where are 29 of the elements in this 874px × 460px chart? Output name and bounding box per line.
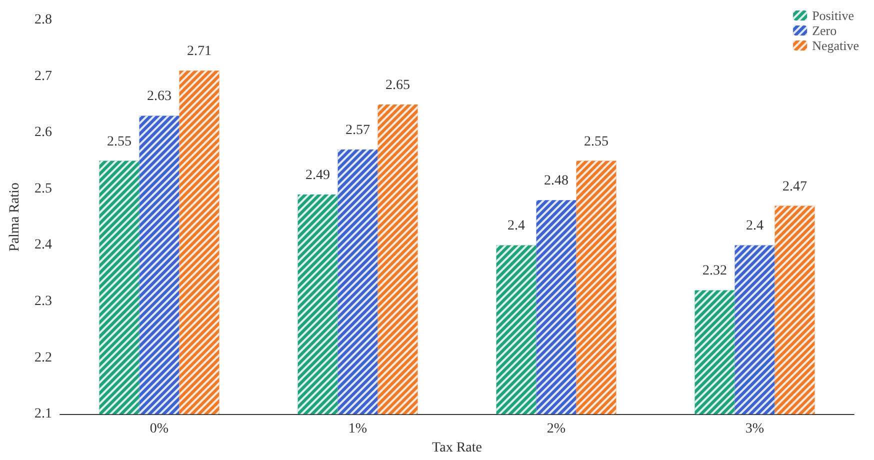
y-tick-label: 2.4 (34, 238, 52, 253)
data-label: 2.57 (346, 122, 370, 138)
y-tick-label: 2.2 (34, 350, 52, 366)
y-tick-label: 2.5 (34, 181, 52, 196)
data-label: 2.47 (782, 179, 807, 194)
legend-label: Positive (812, 8, 854, 23)
x-tick-label: 1% (348, 422, 368, 437)
y-axis-title: Palma Ratio (8, 182, 22, 252)
data-label: 2.32 (702, 264, 727, 279)
x-tick-label: 3% (745, 422, 764, 437)
x-axis-title: Tax Rate (432, 440, 482, 456)
y-tick-label: 2.8 (34, 12, 52, 28)
legend-label: Zero (812, 23, 837, 38)
x-tick-label: 2% (546, 422, 566, 437)
data-label: 2.48 (544, 174, 568, 189)
y-tick-label: 2.1 (34, 406, 52, 422)
data-label: 2.71 (187, 44, 212, 60)
data-label: 2.63 (147, 89, 172, 104)
data-label: 2.65 (386, 78, 410, 93)
data-label: 2.4 (508, 218, 525, 234)
y-tick-label: 2.3 (34, 294, 52, 309)
data-label: 2.4 (746, 218, 764, 234)
x-tick-label: 0% (150, 422, 169, 437)
legend-label: Negative (812, 38, 860, 53)
y-tick-label: 2.7 (34, 68, 52, 84)
data-label: 2.49 (306, 168, 330, 184)
y-tick-label: 2.6 (34, 125, 52, 140)
data-label: 2.55 (584, 134, 608, 150)
data-label: 2.55 (107, 134, 132, 150)
